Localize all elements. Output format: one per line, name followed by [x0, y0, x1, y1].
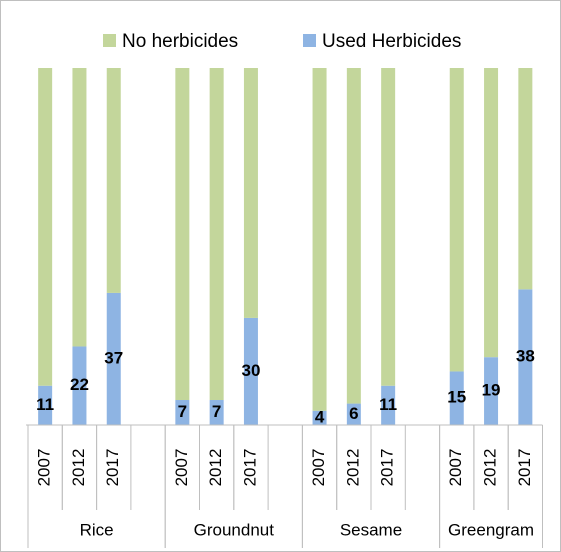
- bar-segment: [449, 371, 464, 425]
- x-tick-label: 2007: [172, 449, 191, 487]
- x-tick-label: 2012: [69, 449, 88, 487]
- bar-segment: [484, 357, 499, 425]
- group-label: Sesame: [340, 520, 402, 539]
- bar-segment: [38, 68, 53, 386]
- x-tick-label: 2012: [481, 449, 500, 487]
- bar-segment: [243, 68, 258, 318]
- bar-segment: [209, 68, 224, 401]
- data-label: 15: [447, 388, 466, 407]
- data-label: 22: [70, 375, 89, 394]
- x-tick-label: 2017: [103, 449, 122, 487]
- bar-segment: [243, 317, 258, 425]
- bar-segment: [484, 68, 499, 358]
- x-tick-label: 2012: [343, 449, 362, 487]
- data-label: 19: [482, 381, 501, 400]
- x-tick-label: 2017: [515, 449, 534, 487]
- bar-segment: [518, 68, 533, 290]
- group-label: Greengram: [448, 520, 534, 539]
- data-label: 11: [379, 395, 397, 414]
- bar-segment: [518, 289, 533, 425]
- bar-segment: [72, 68, 87, 347]
- x-tick-label: 2017: [378, 449, 397, 487]
- x-tick-label: 2007: [309, 449, 328, 487]
- data-label: 37: [104, 348, 123, 367]
- x-tick-label: 2007: [446, 449, 465, 487]
- legend-swatch: [303, 34, 316, 47]
- bar-segment: [209, 400, 224, 425]
- data-label: 4: [315, 407, 325, 426]
- legend-label: Used Herbicides: [322, 31, 461, 52]
- data-label: 7: [178, 402, 187, 421]
- bar-segment: [312, 410, 327, 425]
- bar-segment: [106, 292, 121, 425]
- bar-segment: [175, 68, 190, 401]
- bar-segment: [449, 68, 464, 372]
- legend-label: No herbicides: [122, 31, 238, 52]
- bar-segment: [38, 385, 53, 425]
- x-tick-label: 2012: [206, 449, 225, 487]
- data-label: 30: [241, 361, 260, 380]
- bar-segment: [346, 403, 361, 425]
- group-label: Rice: [80, 520, 114, 539]
- bar-segment: [312, 68, 327, 411]
- data-label: 7: [212, 402, 221, 421]
- x-tick-label: 2007: [35, 449, 54, 487]
- legend-swatch: [103, 34, 116, 47]
- bar-segment: [381, 68, 396, 386]
- group-label: Groundnut: [194, 520, 275, 539]
- bar-segment: [381, 385, 396, 425]
- bar-segment: [346, 68, 361, 404]
- data-label: 11: [36, 395, 54, 414]
- data-label: 38: [516, 347, 535, 366]
- x-tick-label: 2017: [240, 449, 259, 487]
- bar-segment: [175, 400, 190, 425]
- bar-segment: [106, 68, 121, 293]
- bar-segment: [72, 346, 87, 425]
- data-label: 6: [349, 404, 358, 423]
